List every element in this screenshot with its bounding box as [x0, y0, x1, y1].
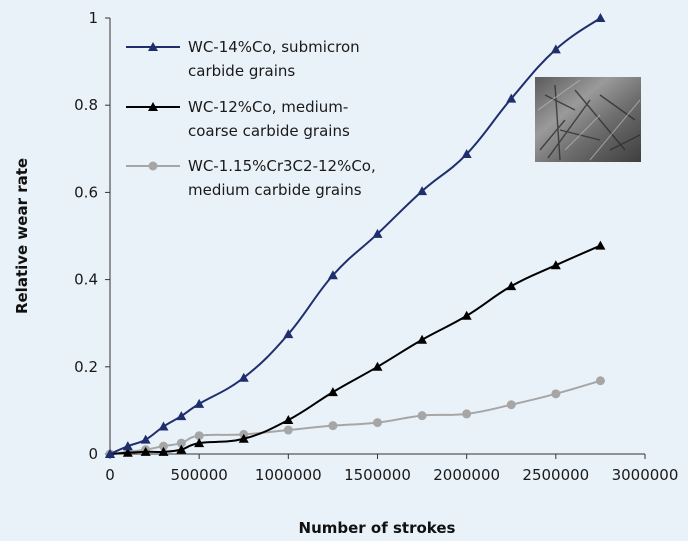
- y-axis-title: Relative wear rate: [13, 158, 31, 314]
- data-point: [148, 161, 158, 171]
- data-point: [238, 372, 249, 382]
- y-tick-label: 1: [88, 9, 98, 27]
- y-tick-label: 0.2: [74, 358, 98, 376]
- data-point: [327, 387, 338, 397]
- data-point: [176, 411, 187, 421]
- data-point: [550, 44, 561, 54]
- legend: WC-14%Co, submicron carbide grains WC-12%C…: [126, 38, 376, 199]
- legend-label: carbide grains: [188, 62, 295, 80]
- data-point: [372, 361, 383, 371]
- data-point: [462, 409, 472, 419]
- legend-item-1: WC-14%Co, submicron carbide grains: [126, 38, 360, 80]
- data-point: [158, 421, 169, 431]
- series-2: [105, 240, 606, 458]
- data-point: [194, 431, 204, 441]
- data-point: [417, 411, 427, 421]
- data-point: [283, 414, 294, 424]
- data-point: [373, 418, 382, 428]
- legend-item-3: WC-1.15%Cr3C2-12%Co, medium carbide grain…: [126, 157, 376, 199]
- data-point: [417, 334, 428, 344]
- data-point: [283, 425, 293, 435]
- data-point: [176, 444, 187, 454]
- y-tick-label: 0.6: [74, 183, 98, 201]
- data-point: [148, 102, 158, 111]
- micrograph-highlights: [537, 79, 641, 161]
- data-point: [550, 260, 561, 270]
- data-point: [595, 13, 606, 22]
- data-point: [461, 310, 472, 320]
- y-tick-label: 0: [88, 445, 98, 463]
- data-point: [506, 400, 516, 410]
- series-layer: [105, 13, 606, 459]
- data-point: [283, 329, 294, 339]
- data-point: [158, 446, 169, 456]
- data-point: [595, 376, 605, 386]
- x-tick-label: 0: [105, 466, 115, 484]
- x-tick-label: 2000000: [433, 466, 500, 484]
- data-point: [194, 398, 205, 408]
- data-point: [238, 433, 249, 443]
- y-tick-label: 0.8: [74, 96, 98, 114]
- legend-label: WC-1.15%Cr3C2-12%Co,: [188, 157, 376, 175]
- data-point: [122, 447, 133, 457]
- legend-label: coarse carbide grains: [188, 122, 350, 140]
- x-axis-title: Number of strokes: [299, 519, 456, 537]
- y-tick-label: 0.4: [74, 271, 98, 289]
- x-tick-label: 1000000: [255, 466, 322, 484]
- x-tick-label: 1500000: [344, 466, 411, 484]
- data-point: [194, 438, 205, 448]
- data-point: [159, 441, 168, 451]
- legend-label: medium carbide grains: [188, 181, 362, 199]
- data-point: [328, 421, 338, 431]
- data-point: [506, 93, 517, 103]
- data-point: [105, 449, 115, 458]
- legend-label: WC-14%Co, submicron: [188, 38, 360, 56]
- series-line: [109, 17, 601, 455]
- data-point: [327, 270, 338, 280]
- data-point: [140, 446, 151, 456]
- data-point: [148, 42, 158, 51]
- data-point: [176, 438, 186, 448]
- x-tick-label: 500000: [171, 466, 228, 484]
- x-tick-label: 3000000: [612, 466, 679, 484]
- data-point: [461, 149, 472, 159]
- data-point: [595, 240, 606, 250]
- x-axis-ticks: 0 500000 1000000 1500000 2000000 2500000 30000…: [105, 454, 678, 484]
- data-point: [506, 281, 517, 291]
- legend-item-2: WC-12%Co, medium-coarse carbide grains: [126, 98, 350, 140]
- data-point: [372, 228, 383, 238]
- data-point: [417, 186, 428, 196]
- data-point: [122, 441, 133, 451]
- data-point: [140, 434, 151, 444]
- x-tick-label: 2500000: [522, 466, 589, 484]
- y-axis-ticks: 0 0.2 0.4 0.6 0.8 1: [74, 9, 110, 463]
- inset-micrograph: [535, 77, 641, 162]
- data-point: [551, 389, 561, 399]
- series-1: [105, 13, 606, 458]
- legend-label: WC-12%Co, medium-: [188, 98, 348, 116]
